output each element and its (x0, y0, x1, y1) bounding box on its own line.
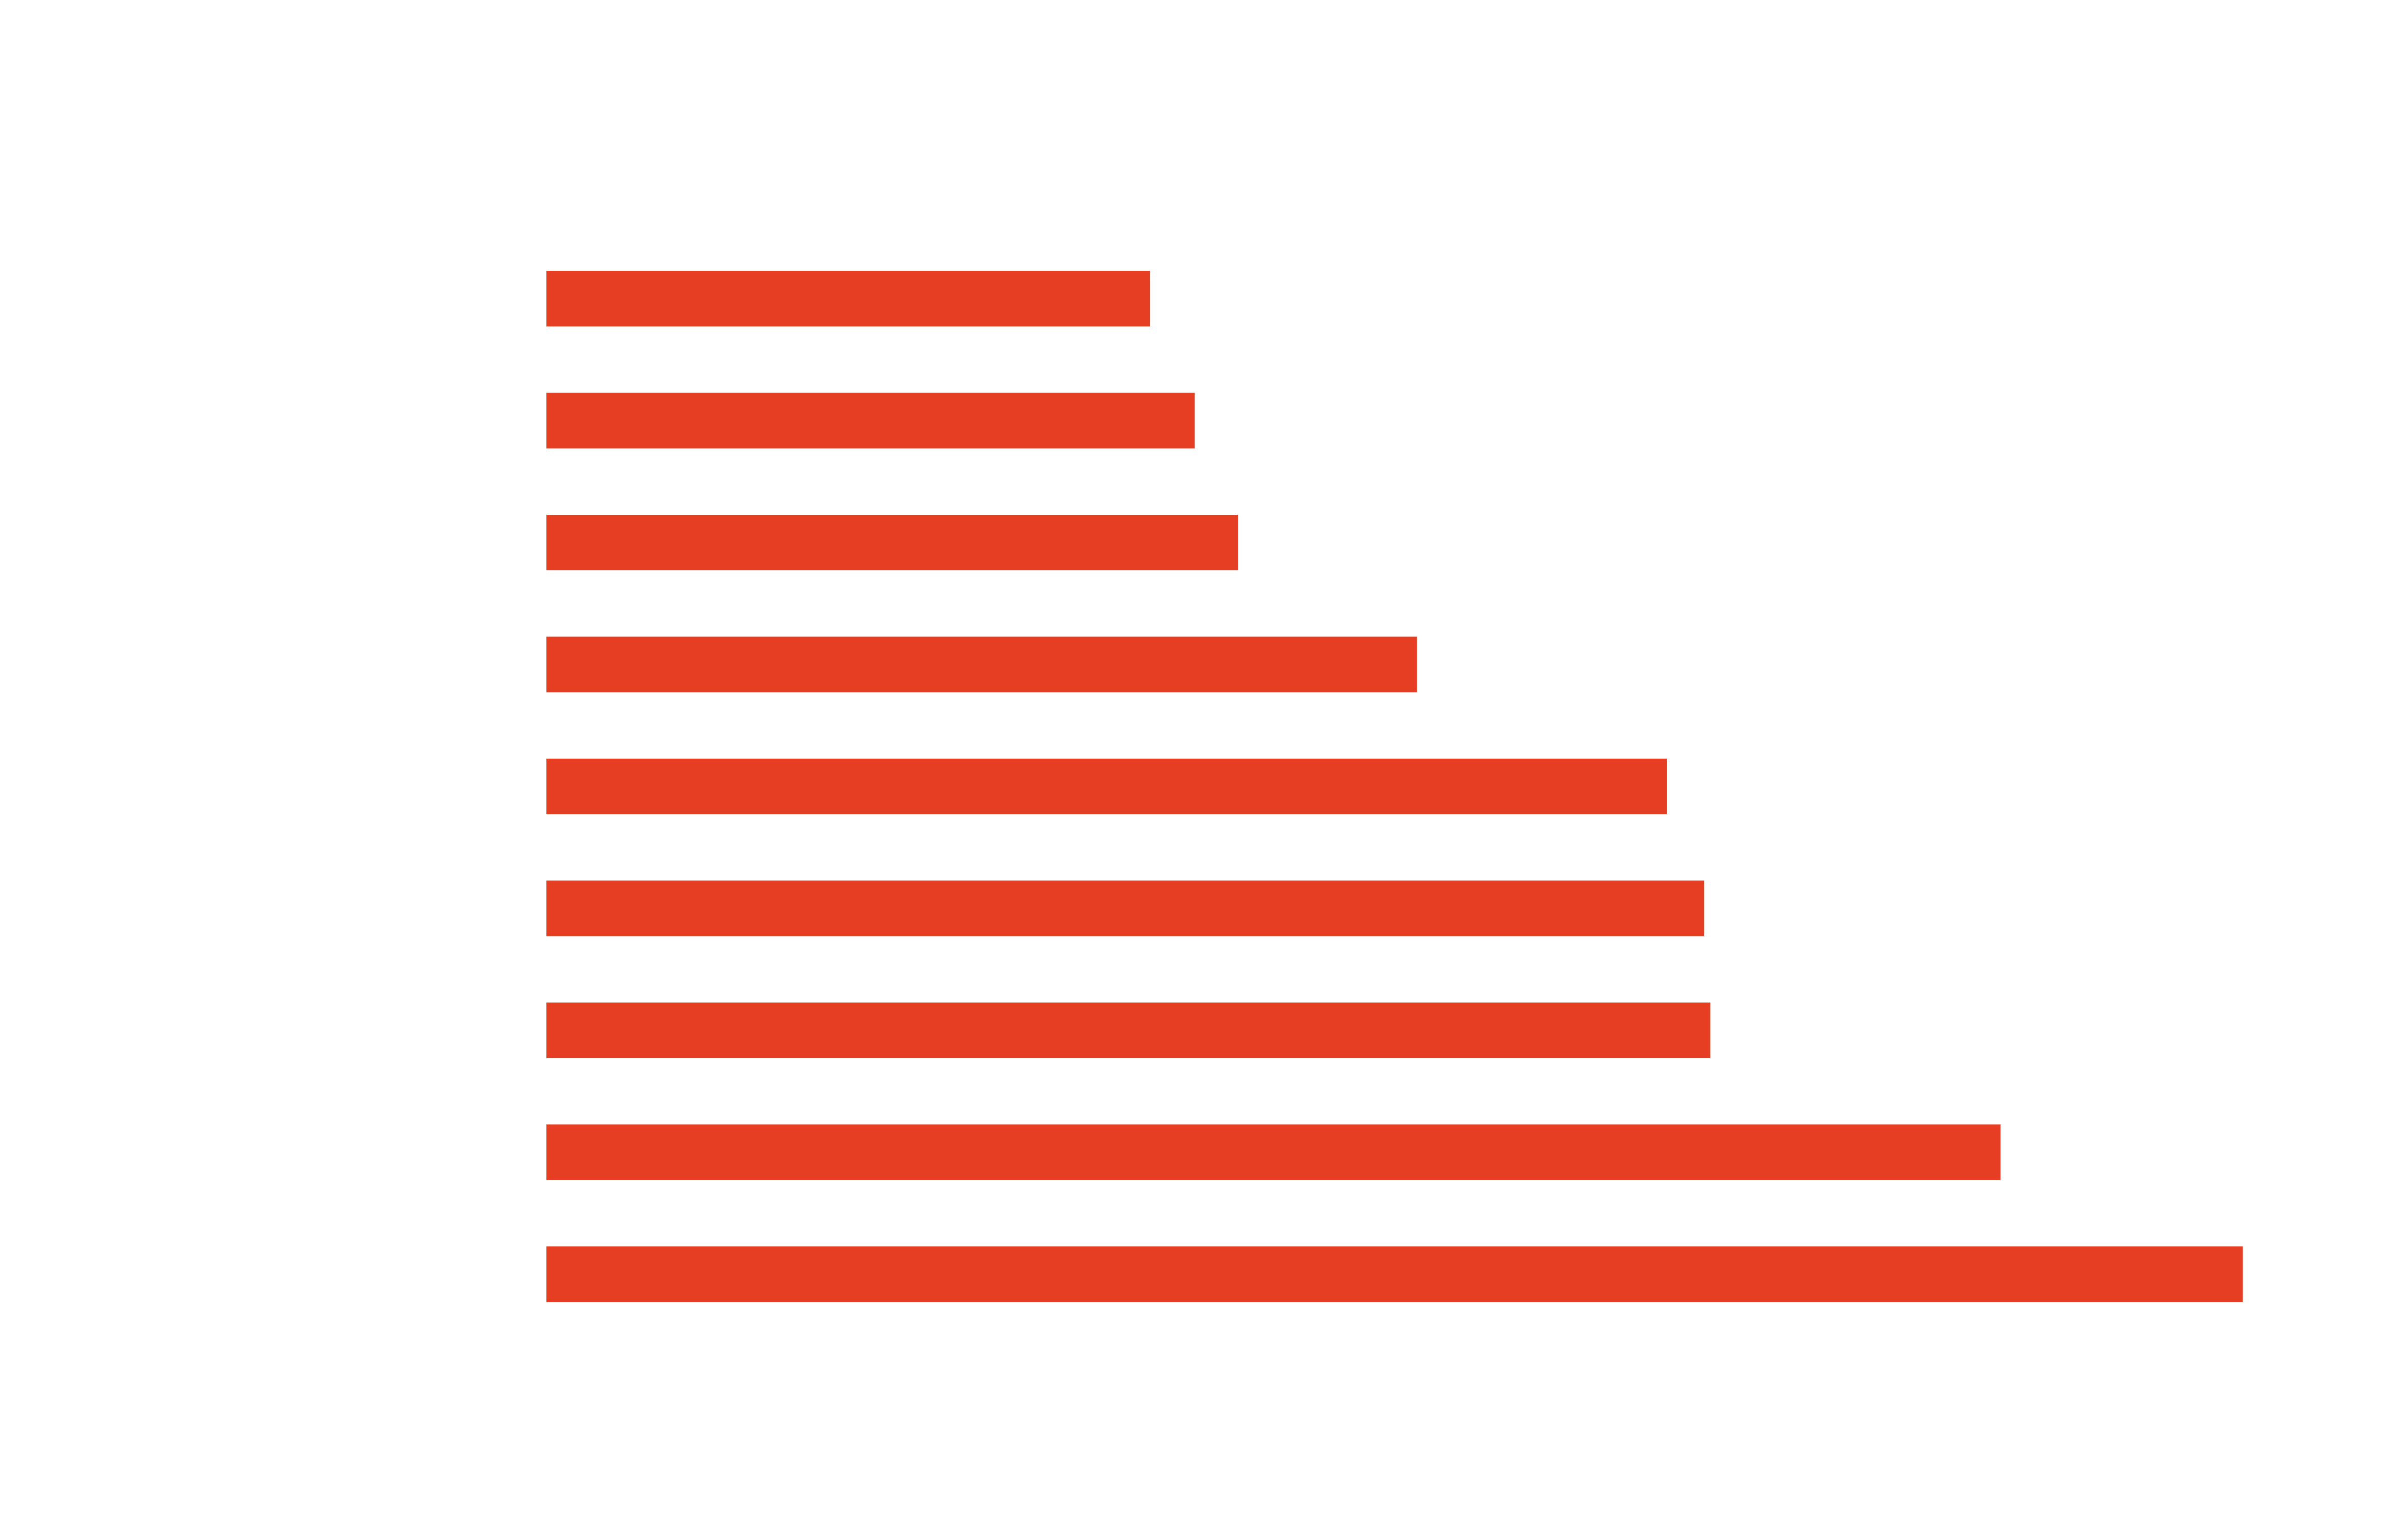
bar (546, 1124, 2001, 1180)
bar (546, 880, 1704, 936)
bar (546, 1002, 1710, 1059)
bar (546, 271, 1150, 327)
bar (546, 514, 1238, 571)
bar (546, 636, 1417, 692)
bar (546, 393, 1195, 449)
bar (546, 1246, 2243, 1302)
bar (546, 758, 1667, 815)
